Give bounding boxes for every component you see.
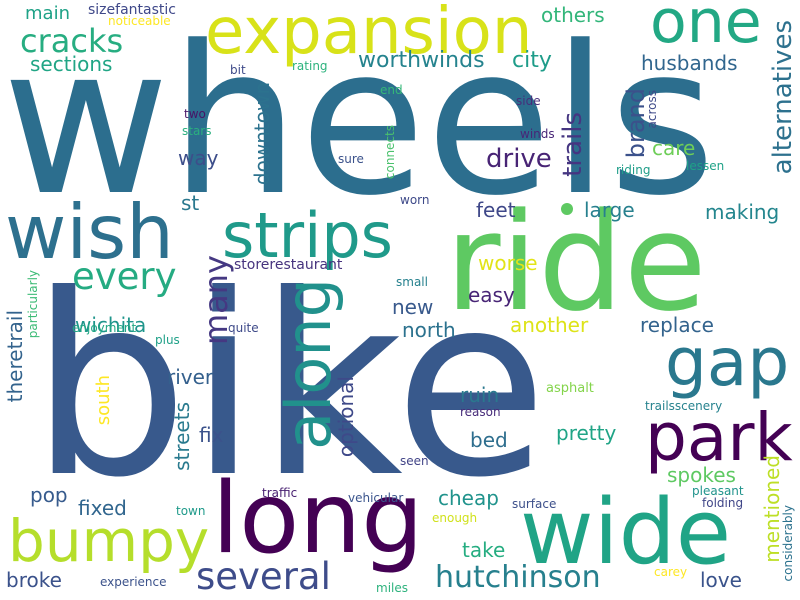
word-replace: replace — [640, 313, 714, 337]
word-city: city — [512, 48, 552, 73]
word-winds: winds — [520, 127, 555, 141]
word-sure: sure — [338, 152, 364, 166]
word-theretrail: theretrail — [3, 310, 27, 403]
word-streets: streets — [170, 402, 194, 471]
word-across: across — [645, 90, 659, 129]
word-town: town — [176, 504, 206, 518]
word-alternatives: alternatives — [768, 20, 798, 175]
word-wheels: wheels — [2, 3, 716, 241]
word-bit: bit — [230, 63, 246, 77]
word-bike: bike — [30, 241, 548, 532]
word-love: love — [700, 568, 742, 592]
word-vehicular: vehicular — [348, 491, 404, 505]
word-st: st — [181, 191, 200, 215]
word-drive: drive — [486, 144, 552, 174]
word-others: others — [541, 3, 605, 27]
word-storerestaurant: storerestaurant — [234, 257, 343, 273]
word-traffic: traffic — [262, 486, 298, 500]
word-worthwinds: worthwinds — [358, 48, 485, 73]
word-husbands: husbands — [641, 51, 738, 75]
word-ride: ride — [445, 184, 707, 341]
word-mentioned: mentioned — [760, 455, 784, 563]
word-end: end — [380, 83, 403, 97]
word-broke: broke — [6, 568, 62, 592]
word-pretty: pretty — [556, 421, 617, 445]
word-carey: carey — [654, 565, 688, 579]
word-small: small — [396, 275, 428, 289]
word-south: south — [93, 375, 114, 426]
word-park: park — [645, 399, 793, 476]
word-every: every — [72, 255, 177, 298]
word-take: take — [462, 538, 506, 562]
word-wide: wide — [520, 480, 732, 585]
word-cheap: cheap — [438, 486, 499, 510]
word-easy: easy — [468, 283, 515, 307]
word-folding: folding — [702, 496, 744, 510]
word-wish: wish — [5, 188, 174, 276]
word-plus: plus — [155, 333, 180, 347]
word-particularly: particularly — [26, 270, 40, 339]
word-another: another — [510, 313, 589, 337]
word-two: two — [184, 107, 206, 121]
word-connects: connects — [383, 125, 397, 180]
word-enjoyment: enjoyment — [72, 321, 137, 335]
word-wichita: wichita — [75, 313, 147, 337]
word-side: side — [516, 94, 541, 108]
word-feet: feet — [476, 198, 516, 222]
word-enough: enough — [432, 511, 478, 525]
word-trailsscenery: trailsscenery — [645, 399, 723, 413]
word-main: main — [25, 3, 70, 24]
word-fixed: fixed — [78, 496, 127, 520]
word-downtown: downtown — [250, 82, 274, 186]
word-worn: worn — [400, 193, 430, 207]
word-making: making — [705, 200, 780, 224]
word-long: long — [212, 462, 424, 576]
word-noticeable: noticeable — [108, 14, 171, 28]
word-optional: optional — [334, 376, 358, 458]
word-sizefantastic: sizefantastic — [88, 2, 176, 18]
word-sections: sections — [30, 52, 113, 76]
word-care: care — [652, 136, 696, 160]
word-worse: worse — [478, 251, 538, 275]
word-riding: riding — [616, 163, 651, 177]
word-trails: trails — [558, 112, 588, 177]
word-pop: pop — [30, 483, 68, 507]
word-seen: seen — [400, 454, 429, 468]
word-gap: gap — [665, 324, 790, 401]
word-strips: strips — [222, 199, 393, 272]
word-considerably: considerably — [781, 505, 795, 582]
word-cracks: cracks — [20, 22, 124, 60]
word-experience: experience — [100, 575, 167, 589]
word-rating: rating — [292, 59, 328, 73]
word-fix: fix — [199, 423, 224, 447]
word-several: several — [196, 555, 331, 598]
word-large: large — [584, 198, 635, 222]
word-new: new — [392, 295, 434, 319]
word-one: one — [650, 0, 762, 57]
word-bumpy: bumpy — [8, 507, 210, 575]
word-bed: bed — [470, 428, 508, 452]
word-quite: quite — [228, 321, 259, 335]
word-lessen: lessen — [686, 159, 725, 173]
word-pleasant: pleasant — [692, 484, 744, 498]
word-surface: surface — [512, 497, 557, 511]
word-hutchinson: hutchinson — [435, 560, 601, 595]
dot-mark — [561, 203, 573, 215]
word-miles: miles — [376, 581, 408, 595]
word-reason: reason — [460, 405, 501, 419]
word-north: north — [402, 318, 456, 342]
word-stars: stars — [182, 124, 212, 138]
word-way: way — [178, 146, 219, 170]
word-spokes: spokes — [667, 463, 736, 487]
word-along: along — [272, 278, 345, 450]
word-ruin: ruin — [460, 383, 500, 407]
word-expansion: expansion — [205, 0, 533, 69]
word-asphalt: asphalt — [546, 381, 594, 396]
word-river: river — [167, 365, 214, 389]
